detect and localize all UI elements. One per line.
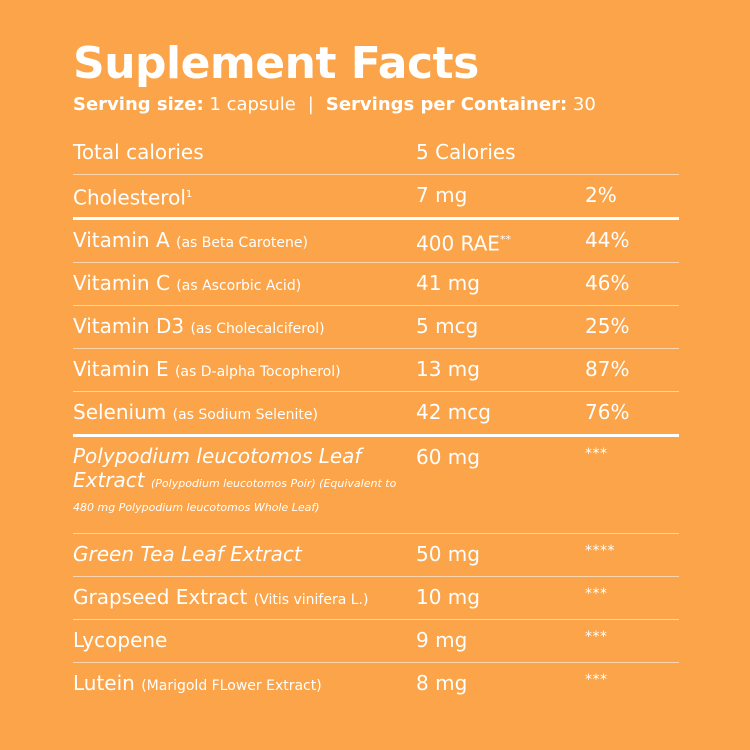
facts-row-lutein: Lutein (Marigold FLower Extract) 8 mg **…: [73, 663, 679, 705]
ingredient-amount: 10 mg: [416, 585, 480, 609]
page-title: Suplement Facts: [73, 38, 479, 89]
daily-value: ***: [585, 629, 608, 645]
facts-table: Total calories 5 Calories Cholesterol1 7…: [73, 132, 679, 705]
ingredient-source: (Marigold FLower Extract): [141, 678, 322, 694]
ingredient-name: Lutein (Marigold FLower Extract): [73, 671, 322, 695]
serving-size-label: Serving size:: [73, 94, 204, 115]
ingredient-name: Selenium (as Sodium Selenite): [73, 400, 318, 424]
ingredient-amount: 7 mg: [416, 183, 468, 207]
facts-row-vitamin-d3: Vitamin D3 (as Cholecalciferol) 5 mcg 25…: [73, 306, 679, 349]
ingredient-name: Vitamin C (as Ascorbic Acid): [73, 271, 302, 295]
daily-value: 44%: [585, 228, 630, 252]
facts-row-vitamin-c: Vitamin C (as Ascorbic Acid) 41 mg 46%: [73, 263, 679, 306]
daily-value: 2%: [585, 183, 617, 207]
daily-value: ***: [585, 446, 608, 462]
serving-size-value: 1 capsule: [203, 94, 296, 115]
facts-row-cholesterol: Cholesterol1 7 mg 2%: [73, 175, 679, 220]
ingredient-amount: 42 mcg: [416, 400, 491, 424]
ingredient-amount: 8 mg: [416, 671, 468, 695]
footnote-marker: 1: [185, 189, 193, 200]
facts-row-total-calories: Total calories 5 Calories: [73, 132, 679, 175]
ingredient-source: (Vitis vinifera L.): [253, 592, 369, 608]
facts-row-polypodium: Polypodium leucotomos Leaf Extract (Poly…: [73, 437, 679, 534]
footnote-marker: **: [499, 233, 511, 246]
ingredient-name: Vitamin E (as D-alpha Tocopherol): [73, 357, 341, 381]
ingredient-source: (as D-alpha Tocopherol): [174, 364, 341, 380]
ingredient-source: (as Beta Carotene): [176, 235, 308, 251]
serving-info: Serving size: 1 capsule | Servings per Con…: [73, 92, 679, 118]
ingredient-amount: 5 mcg: [416, 314, 479, 338]
serving-separator: |: [307, 94, 314, 115]
facts-row-vitamin-a: Vitamin A (as Beta Carotene) 400 RAE** 4…: [73, 220, 679, 263]
servings-per-container-value: 30: [567, 94, 596, 115]
ingredient-name: Polypodium leucotomos Leaf Extract (Poly…: [73, 444, 397, 514]
ingredient-name: Green Tea Leaf Extract: [73, 542, 302, 566]
ingredient-amount: 13 mg: [416, 357, 480, 381]
facts-row-green-tea: Green Tea Leaf Extract 50 mg ****: [73, 534, 679, 577]
ingredient-amount: 50 mg: [416, 542, 480, 566]
supplement-facts-panel: Suplement Facts Serving size: 1 capsule |…: [73, 38, 679, 705]
facts-row-vitamin-e: Vitamin E (as D-alpha Tocopherol) 13 mg …: [73, 349, 679, 392]
ingredient-amount: 60 mg: [416, 445, 480, 469]
daily-value: 25%: [585, 314, 630, 338]
daily-value: ***: [585, 586, 608, 602]
servings-per-container-label: Servings per Container:: [325, 94, 568, 115]
ingredient-name: Total calories: [73, 140, 204, 164]
ingredient-name: Vitamin D3 (as Cholecalciferol): [73, 314, 325, 338]
ingredient-source: (Polypodium leucotomos Poir) (Equivalent…: [73, 477, 397, 514]
ingredient-source: (as Sodium Selenite): [172, 407, 318, 423]
daily-value: 46%: [585, 271, 630, 295]
ingredient-source: (as Cholecalciferol): [190, 321, 325, 337]
ingredient-source: (as Ascorbic Acid): [176, 278, 302, 294]
ingredient-name: Lycopene: [73, 628, 168, 652]
daily-value: ****: [585, 543, 615, 559]
ingredient-name: Grapseed Extract (Vitis vinifera L.): [73, 585, 369, 609]
daily-value: 87%: [585, 357, 630, 381]
ingredient-amount: 5 Calories: [416, 140, 516, 164]
facts-row-grapseed: Grapseed Extract (Vitis vinifera L.) 10 …: [73, 577, 679, 620]
facts-row-lycopene: Lycopene 9 mg ***: [73, 620, 679, 663]
daily-value: ***: [585, 672, 608, 688]
ingredient-amount: 9 mg: [416, 628, 468, 652]
facts-row-selenium: Selenium (as Sodium Selenite) 42 mcg 76%: [73, 392, 679, 437]
ingredient-amount: 400 RAE**: [416, 231, 511, 256]
ingredient-name: Vitamin A (as Beta Carotene): [73, 228, 308, 252]
ingredient-amount: 41 mg: [416, 271, 480, 295]
daily-value: 76%: [585, 400, 630, 424]
ingredient-name: Cholesterol1: [73, 185, 193, 210]
